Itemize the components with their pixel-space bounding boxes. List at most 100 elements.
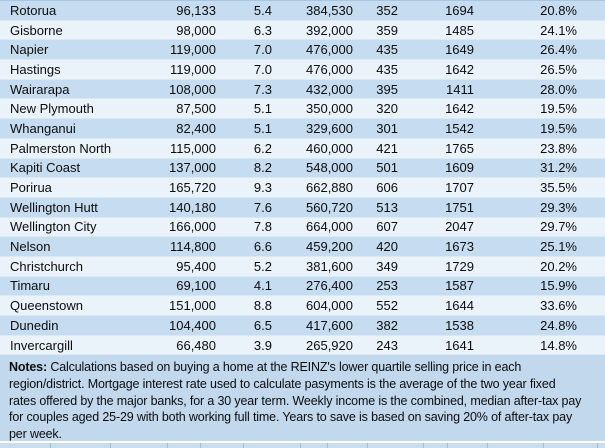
weekly-payment-cell: 349 (376, 258, 398, 274)
weekly-income-cell: 1707 (445, 180, 474, 196)
deposit-cell: 119,000 (169, 61, 216, 77)
notes-line: Notes: Calculations based on buying a ho… (9, 360, 522, 375)
years-to-save-cell: 7.3 (253, 81, 272, 97)
region-name-cell: Hastings (10, 61, 61, 77)
weekly-payment-cell: 395 (376, 81, 398, 97)
region-name-cell: Kapiti Coast (10, 160, 81, 176)
weekly-payment-cell: 359 (376, 22, 398, 38)
weekly-income-cell: 1649 (445, 42, 474, 58)
years-to-save-cell: 7.0 (253, 42, 272, 58)
percent-of-income-cell: 33.6% (540, 298, 577, 314)
deposit-cell: 69,100 (176, 278, 216, 294)
house-price-cell: 276,400 (306, 278, 353, 294)
table-row: Wellington Hutt 140,180 7.6 560,720 513 … (0, 197, 605, 218)
house-price-cell: 417,600 (306, 317, 353, 333)
notes-cell: Notes: Calculations based on buying a ho… (0, 355, 605, 442)
table-row: Rotorua 96,133 5.4 384,530 352 1694 20.8… (0, 1, 605, 21)
percent-of-income-cell: 14.8% (540, 337, 577, 353)
years-to-save-cell: 4.1 (253, 278, 272, 294)
percent-of-income-cell: 25.1% (540, 239, 577, 255)
notes-line: rates offered by the major banks, for a … (9, 393, 582, 408)
percent-of-income-cell: 23.8% (540, 140, 577, 156)
table-row: Dunedin 104,400 6.5 417,600 382 1538 24.… (0, 316, 605, 336)
weekly-income-cell: 1729 (445, 258, 474, 274)
weekly-payment-cell: 301 (376, 120, 398, 136)
house-price-cell: 662,880 (306, 180, 353, 196)
weekly-payment-cell: 435 (376, 61, 398, 77)
weekly-payment-cell: 435 (376, 42, 398, 58)
years-to-save-cell: 3.9 (253, 337, 272, 353)
table-row: Nelson 114,800 6.6 459,200 420 1673 25.1… (0, 237, 605, 257)
years-to-save-cell: 6.5 (253, 317, 272, 333)
house-price-cell: 548,000 (306, 160, 353, 176)
weekly-payment-cell: 606 (376, 180, 398, 196)
deposit-cell: 140,180 (169, 199, 216, 215)
weekly-income-cell: 1765 (445, 140, 474, 156)
region-name-cell: Porirua (10, 180, 52, 196)
deposit-cell: 108,000 (169, 81, 216, 97)
deposit-cell: 137,000 (169, 160, 216, 176)
notes-line: for couples aged 25-29 with both working… (9, 410, 573, 425)
deposit-cell: 98,000 (176, 22, 216, 38)
house-price-cell: 459,200 (306, 239, 353, 255)
years-to-save-cell: 6.6 (253, 239, 272, 255)
house-price-cell: 560,720 (306, 199, 353, 215)
table-row: Whanganui 82,400 5.1 329,600 301 1542 19… (0, 119, 605, 139)
column-divider-tick (597, 443, 598, 448)
percent-of-income-cell: 29.7% (540, 219, 577, 235)
column-divider-tick (423, 443, 424, 448)
years-to-save-cell: 5.1 (253, 101, 272, 117)
weekly-payment-cell: 421 (376, 140, 398, 156)
percent-of-income-cell: 24.1% (540, 22, 577, 38)
column-divider-tick (110, 443, 111, 448)
table-row: Porirua 165,720 9.3 662,880 606 1707 35.… (0, 178, 605, 198)
weekly-income-cell: 1642 (445, 101, 474, 117)
column-divider-tick (367, 443, 368, 448)
percent-of-income-cell: 19.5% (540, 120, 577, 136)
region-name-cell: Napier (10, 42, 49, 58)
table-row: Timaru 69,100 4.1 276,400 253 1587 15.9% (0, 276, 605, 297)
percent-of-income-cell: 28.0% (540, 81, 577, 97)
deposit-cell: 166,000 (169, 219, 216, 235)
table-row: Christchurch 95,400 5.2 381,600 349 1729… (0, 256, 605, 277)
house-price-cell: 664,000 (306, 219, 353, 235)
table-row: Hastings 119,000 7.0 476,000 435 1642 26… (0, 60, 605, 80)
region-name-cell: Dunedin (10, 317, 59, 333)
weekly-income-cell: 1642 (445, 61, 474, 77)
column-divider-tick (327, 443, 328, 448)
column-divider-tick (50, 443, 51, 448)
weekly-income-cell: 1485 (445, 22, 474, 38)
percent-of-income-cell: 35.5% (540, 180, 577, 196)
weekly-income-cell: 1609 (445, 160, 474, 176)
column-divider-tick (447, 443, 448, 448)
region-name-cell: Wellington Hutt (10, 199, 98, 215)
weekly-payment-cell: 501 (376, 160, 398, 176)
house-price-cell: 265,920 (306, 337, 353, 353)
table-row: Invercargill 66,480 3.9 265,920 243 1641… (0, 335, 605, 356)
table-row: Kapiti Coast 137,000 8.2 548,000 501 160… (0, 158, 605, 179)
weekly-payment-cell: 552 (376, 298, 398, 314)
house-price-cell: 432,000 (306, 81, 353, 97)
deposit-cell: 87,500 (176, 101, 216, 117)
years-to-save-cell: 5.1 (253, 120, 272, 136)
region-name-cell: Palmerston North (10, 140, 112, 156)
weekly-income-cell: 1673 (445, 239, 474, 255)
weekly-income-cell: 1641 (445, 337, 474, 353)
deposit-cell: 114,800 (169, 239, 216, 255)
table-row: Palmerston North 115,000 6.2 460,000 421… (0, 138, 605, 159)
house-price-cell: 329,600 (306, 120, 353, 136)
deposit-cell: 95,400 (176, 258, 216, 274)
years-to-save-cell: 7.6 (253, 199, 272, 215)
region-name-cell: Invercargill (10, 337, 73, 353)
notes-lines: Notes: Calculations based on buying a ho… (9, 359, 605, 442)
weekly-payment-cell: 320 (376, 101, 398, 117)
weekly-payment-cell: 253 (376, 278, 398, 294)
table-row: Napier 119,000 7.0 476,000 435 1649 26.4… (0, 40, 605, 61)
percent-of-income-cell: 15.9% (540, 278, 577, 294)
region-name-cell: New Plymouth (10, 101, 94, 117)
years-to-save-cell: 6.2 (253, 140, 272, 156)
region-name-cell: Nelson (10, 239, 51, 255)
years-to-save-cell: 9.3 (253, 180, 272, 196)
deposit-cell: 66,480 (176, 337, 216, 353)
deposit-cell: 115,000 (169, 140, 216, 156)
